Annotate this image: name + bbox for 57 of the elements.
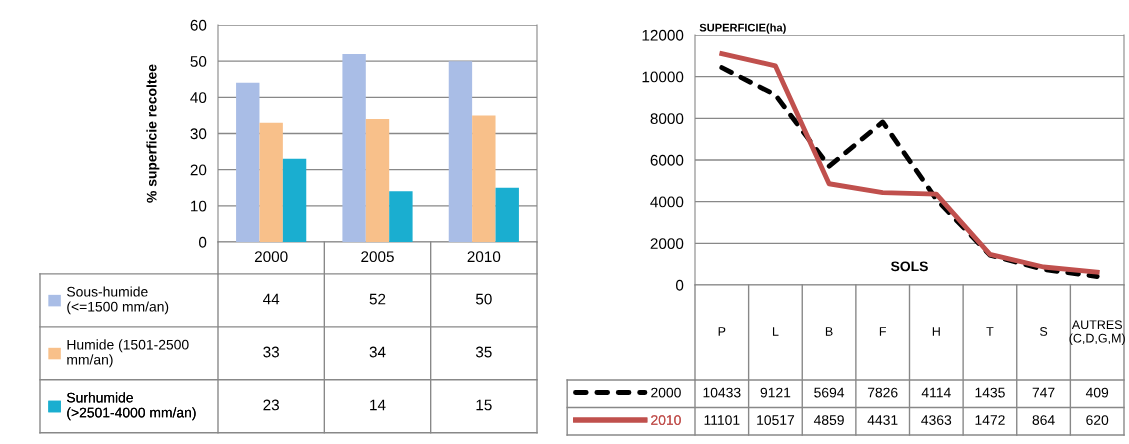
- y-tick-label: 2000: [650, 238, 684, 250]
- data-label: 50: [475, 293, 492, 305]
- data-label: 44: [263, 293, 280, 305]
- legend-label: Surhumide (>2501-4000 mm/an): [67, 392, 196, 421]
- y-tick-label: 0: [198, 236, 207, 248]
- data-label: 864: [1032, 415, 1055, 425]
- x-tick-label: T: [986, 327, 994, 336]
- data-label: 34: [369, 346, 386, 358]
- y-axis-title: SUPERFICIE(ha): [699, 23, 786, 34]
- y-tick-label: 12000: [642, 29, 684, 41]
- x-tick-label: 2010: [467, 251, 501, 263]
- legend-label: Sous-humide (<=1500 mm/an): [67, 286, 169, 315]
- y-axis-title: % superficie recoltee: [146, 64, 160, 203]
- x-tick-label: AUTRES (C,D,G,M): [1069, 320, 1125, 346]
- y-tick-label: 60: [190, 19, 207, 31]
- data-label: 4114: [921, 387, 951, 398]
- data-label: 33: [263, 346, 279, 358]
- data-label: 10517: [757, 415, 795, 425]
- data-label: 747: [1032, 387, 1055, 398]
- data-label: 409: [1085, 387, 1109, 398]
- x-axis-title: SOLS: [890, 261, 928, 272]
- y-tick-label: 8000: [650, 113, 684, 125]
- y-tick-label: 20: [190, 164, 207, 176]
- legend-label: Humide (1501-2500 mm/an): [67, 339, 189, 368]
- data-label: 4859: [813, 415, 844, 425]
- text: 2010: [651, 415, 681, 425]
- x-tick-label: S: [1039, 327, 1048, 336]
- y-tick-label: 10000: [642, 71, 684, 83]
- x-tick-label: 2005: [361, 251, 394, 263]
- data-label: 4363: [921, 415, 952, 425]
- data-label: 1435: [975, 387, 1005, 398]
- x-tick-label: 2000: [254, 251, 288, 263]
- data-label: 5694: [814, 387, 845, 398]
- y-tick-label: 40: [190, 92, 207, 104]
- x-tick-label: P: [718, 327, 726, 336]
- x-tick-label: H: [932, 327, 940, 336]
- data-label: 1472: [975, 415, 1005, 425]
- x-tick-label: F: [879, 327, 886, 336]
- data-label: 11101: [704, 415, 740, 425]
- x-tick-label: L: [772, 327, 779, 336]
- data-label: 4431: [867, 415, 898, 425]
- data-label: 620: [1086, 415, 1109, 425]
- y-tick-label: 6000: [650, 154, 684, 166]
- y-tick-label: 0: [675, 279, 684, 291]
- data-label: 7826: [867, 387, 898, 398]
- y-tick-label: 10: [191, 200, 207, 212]
- x-tick-label: B: [825, 327, 833, 336]
- y-tick-label: 30: [190, 128, 207, 140]
- data-label: 10433: [703, 387, 741, 398]
- data-label: 15: [476, 399, 492, 411]
- data-label: 14: [370, 399, 386, 411]
- data-label: 52: [369, 293, 386, 305]
- y-tick-label: 50: [190, 56, 207, 67]
- y-tick-label: 4000: [650, 196, 684, 208]
- data-label: 9121: [760, 387, 791, 398]
- data-label: 23: [263, 399, 279, 411]
- data-label: 35: [475, 346, 492, 358]
